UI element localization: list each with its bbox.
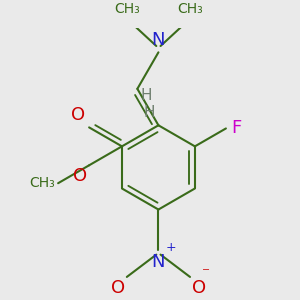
Text: N: N bbox=[152, 253, 165, 271]
Text: O: O bbox=[73, 167, 87, 185]
Text: CH₃: CH₃ bbox=[29, 176, 55, 190]
Text: +: + bbox=[166, 241, 177, 254]
Text: ⁻: ⁻ bbox=[202, 265, 210, 280]
Text: O: O bbox=[192, 279, 206, 297]
Text: O: O bbox=[71, 106, 85, 124]
Text: H: H bbox=[141, 88, 152, 103]
Text: N: N bbox=[152, 31, 165, 49]
Text: CH₃: CH₃ bbox=[114, 2, 140, 16]
Text: CH₃: CH₃ bbox=[177, 2, 203, 16]
Text: H: H bbox=[143, 105, 155, 120]
Text: O: O bbox=[111, 279, 125, 297]
Text: F: F bbox=[231, 119, 241, 137]
